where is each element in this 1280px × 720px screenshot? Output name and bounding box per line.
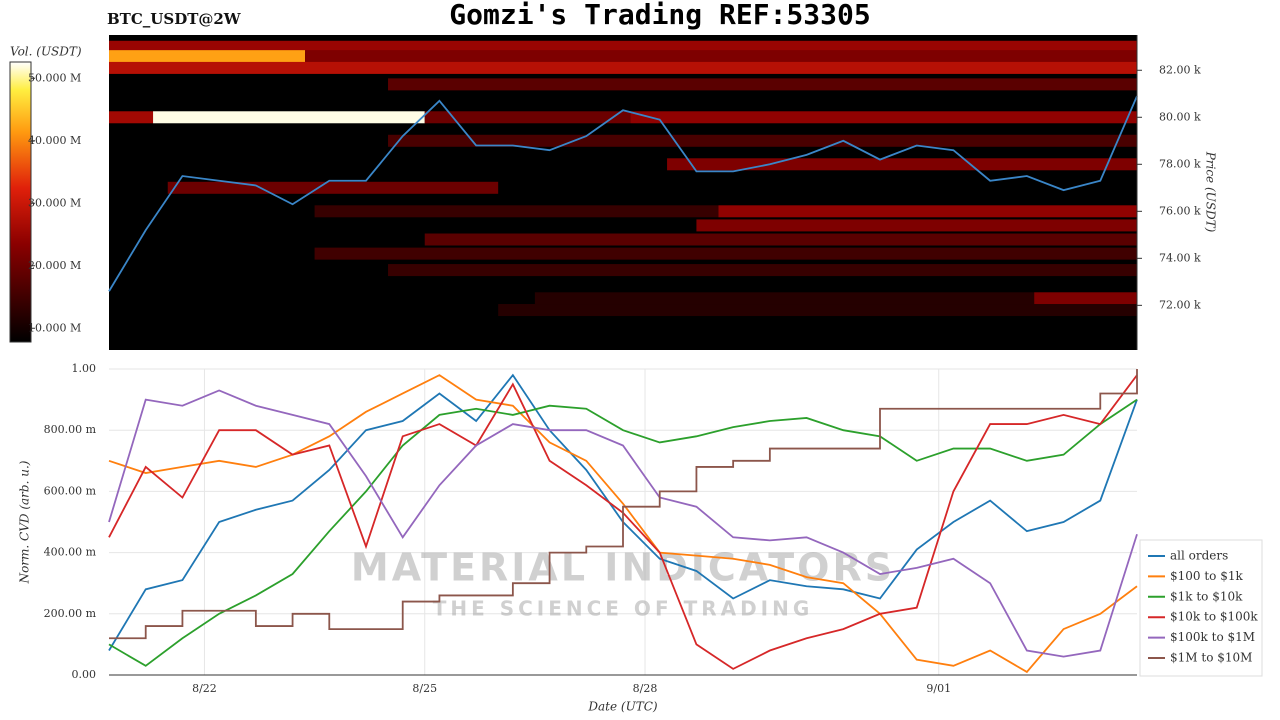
y-tick-label: 400.00 m [44,546,97,559]
legend-label: $1M to $10M [1170,651,1252,665]
colorbar-tick-label: 50.000 M [28,71,81,84]
colorbar-tick-label: 40.000 M [28,134,81,147]
heatmap-cell [109,50,306,63]
heatmap-cell [498,304,1138,317]
colorbar-tick-label: 20.000 M [28,259,81,272]
heatmap-cell [696,219,1137,232]
legend-label: all orders [1170,549,1228,563]
heatmap-cell [153,111,425,124]
y-tick-label: 0.00 [72,668,97,681]
series-line [109,369,1138,640]
y-tick-label: 74.00 k [1159,251,1201,264]
watermark: MATERIAL INDICATORS [351,546,895,590]
colorbar-tick-label: 10.000 M [28,321,81,334]
heatmap-cell [1034,292,1137,305]
heatmap-cell [424,233,1137,246]
legend-label: $100k to $1M [1170,630,1255,644]
heatmap-cell [305,50,1137,63]
y-tick-label: 82.00 k [1159,63,1201,76]
y-tick-label: 600.00 m [44,484,97,497]
x-axis-label: Date (UTC) [587,700,657,714]
legend-label: $1k to $10k [1170,589,1243,603]
series-line [108,398,1138,667]
heatmap-cell [388,264,1137,277]
heatmap-cell [534,292,1035,305]
x-tick-label: 8/25 [412,682,437,695]
y-tick-label: 80.00 k [1159,110,1201,123]
colorbar-tick-label: 30.000 M [28,196,81,209]
y-tick-label: 72.00 k [1159,298,1201,311]
y-tick-label: 200.00 m [44,607,97,620]
x-tick-label: 9/01 [926,682,951,695]
series-line [108,389,1138,658]
chart-subtitle: BTC_USDT@2W [107,10,242,28]
series-line [108,374,1138,674]
heatmap-cell [630,111,1137,124]
heatmap-cell [109,111,154,124]
y-tick-label: 78.00 k [1159,157,1201,170]
x-tick-label: 8/22 [192,682,217,695]
legend-label: $10k to $100k [1170,610,1258,624]
colorbar [9,61,32,343]
legend-box [1139,539,1263,677]
price-line [108,95,1138,292]
heatmap-cell [314,205,719,218]
colorbar-label: Vol. (USDT) [10,45,82,59]
chart-title: Gomzi's Trading REF:53305 [449,0,870,31]
heatmap-cell [388,78,1137,91]
y-axis-label: Norm. CVD (arb. u.) [18,460,32,584]
heatmap-cell [667,158,1137,171]
y-tick-label: 1.00 [72,362,97,375]
heatmap-cell [388,134,1137,147]
y-axis-label: Price (USDT) [1204,151,1218,233]
heatmap-cell [167,181,499,194]
legend-label: $100 to $1k [1170,569,1243,583]
y-tick-label: 800.00 m [44,423,97,436]
heatmap-cell [718,205,1137,218]
heatmap-cell [314,247,1138,260]
y-tick-label: 76.00 k [1159,204,1201,217]
watermark: THE SCIENCE OF TRADING [433,597,814,621]
heatmap-cell [424,111,631,124]
heatmap-cell [109,40,1137,53]
x-tick-label: 8/28 [633,682,658,695]
heatmap-cell [109,61,1137,74]
